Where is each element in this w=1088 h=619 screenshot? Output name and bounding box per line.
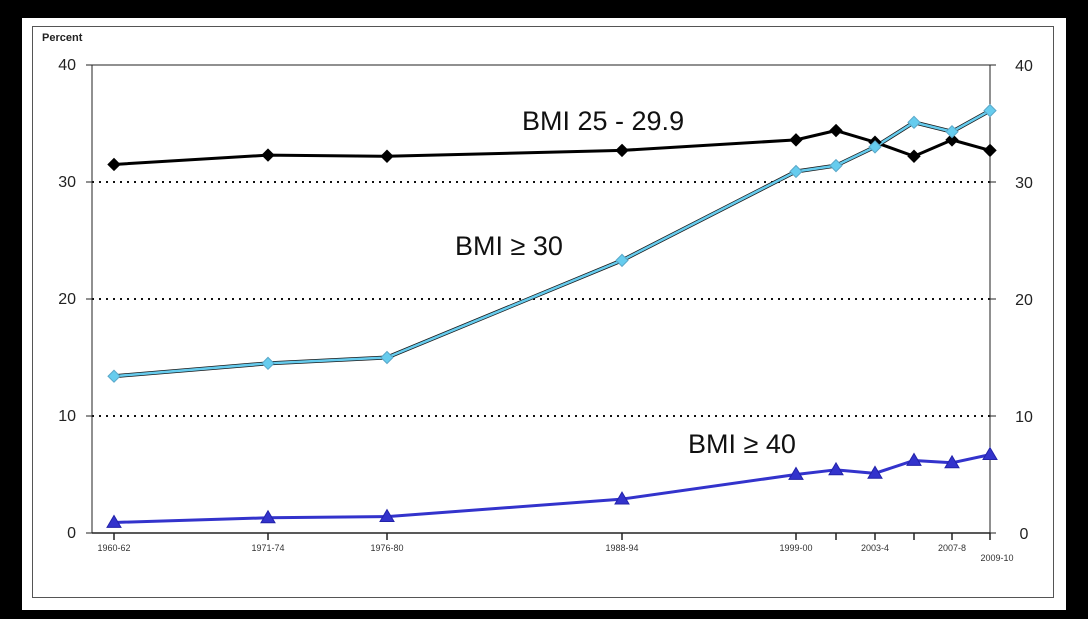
y-tick-label-right-20: 20 (1015, 292, 1033, 309)
series-label-2: BMI ≥ 40 (688, 429, 796, 459)
x-tick-label-1999-00: 1999-00 (779, 543, 812, 553)
marker-series-1-2005-06 (907, 115, 921, 130)
series-line-0 (113, 129, 991, 166)
marker-series-2-1960-62 (106, 514, 122, 528)
y-tick-label-left-0: 0 (67, 525, 76, 542)
marker-series-1-2003-4 (868, 140, 882, 154)
x-tick-label-1988-94: 1988-94 (605, 543, 638, 553)
marker-series-1-1976-80 (380, 350, 394, 365)
series-label-0: BMI 25 - 29.9 (522, 106, 684, 136)
y-tick-label-right-0: 0 (1020, 526, 1029, 543)
x-tick-label-1971-74: 1971-74 (251, 543, 284, 553)
x-tick-label-2009-10: 2009-10 (980, 553, 1013, 563)
marker-series-2-1988-94 (614, 491, 630, 505)
marker-series-1-1988-94 (615, 253, 629, 268)
marker-series-1-1960-62 (107, 369, 121, 383)
marker-series-2-2001-02 (828, 461, 844, 476)
series-line-1 (113, 109, 991, 378)
x-tick-label-2007-8: 2007-8 (938, 543, 966, 553)
marker-series-0-2005-06 (907, 149, 921, 163)
marker-series-2-1976-80 (379, 508, 395, 523)
marker-series-1-2007-8 (945, 124, 959, 139)
marker-series-2-1971-74 (260, 509, 276, 524)
chart-figure: Percent 0 10 20 30 40 0 10 20 30 40 1960-62 1971-74 1… (22, 18, 1066, 610)
axis-ticks: Percent 0 10 20 30 40 0 10 20 30 40 1960-62 1971-74 1… (42, 32, 1033, 563)
marker-series-1-1971-74 (261, 356, 275, 371)
x-tick-label-1960-62: 1960-62 (97, 543, 130, 553)
marker-series-0-2009-10 (983, 143, 997, 158)
line-chart: Percent 0 10 20 30 40 0 10 20 30 40 1960-62 1971-74 1… (42, 32, 1033, 563)
y-tick-label-right-10: 10 (1015, 409, 1033, 426)
x-tick-label-2003-4: 2003-4 (861, 543, 889, 553)
y-tick-label-left-30: 30 (58, 174, 76, 191)
marker-series-0-1971-74 (261, 148, 275, 162)
marker-series-1-1999-00 (789, 164, 803, 179)
x-tick-label-1976-80: 1976-80 (370, 543, 403, 553)
y-tick-label-right-40: 40 (1015, 58, 1033, 75)
y-tick-label-left-40: 40 (58, 57, 76, 74)
marker-series-0-1988-94 (615, 143, 629, 158)
marker-series-2-2005-06 (906, 452, 922, 466)
grid-lines (92, 64, 990, 417)
marker-series-0-2007-8 (945, 133, 959, 147)
marker-series-2-2003-4 (867, 465, 883, 479)
series-label-1: BMI ≥ 30 (455, 231, 563, 261)
marker-series-0-1999-00 (789, 133, 803, 147)
marker-series-2-2009-10 (982, 446, 998, 461)
series-markers (106, 103, 998, 528)
marker-series-2-1999-00 (788, 466, 804, 480)
marker-series-1-2001-02 (829, 158, 843, 173)
y-tick-label-left-10: 10 (58, 408, 76, 425)
marker-series-0-2001-02 (829, 123, 843, 138)
marker-series-0-1976-80 (380, 149, 394, 163)
marker-series-0-1960-62 (107, 157, 121, 172)
y-tick-label-left-20: 20 (58, 291, 76, 308)
series-line-2 (113, 453, 991, 524)
series-labels: BMI 25 - 29.9 BMI ≥ 30 BMI ≥ 40 (455, 106, 796, 459)
marker-series-2-2007-8 (944, 454, 960, 469)
y-axis-unit-label: Percent (42, 32, 83, 44)
y-tick-label-right-30: 30 (1015, 175, 1033, 192)
marker-series-1-2009-10 (983, 103, 997, 118)
series-lines (113, 108, 991, 524)
